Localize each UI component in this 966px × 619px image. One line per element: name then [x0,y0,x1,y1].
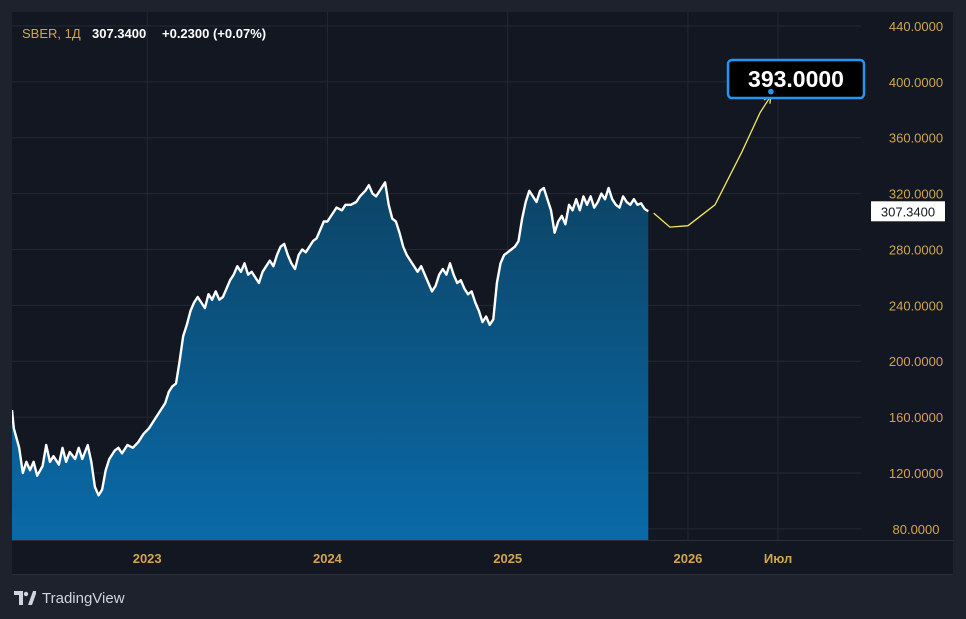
header-symbol[interactable]: SBER, 1Д [22,26,81,41]
time-axis[interactable] [12,540,953,574]
brand[interactable]: TradingView [14,588,125,608]
x-tick-labels: 2023 2024 2025 2026 Июл [133,551,793,566]
target-callout-box [726,58,866,100]
x-tick-label: 2024 [313,551,343,566]
price-area [12,182,649,540]
x-tick-label: 2025 [493,551,522,566]
y-tick-label: 120.0000 [889,466,943,481]
last-price-marker: 307.3400 [871,201,945,222]
x-tick-label: 2023 [133,551,162,566]
y-tick-label: 400.0000 [889,75,943,90]
price-axis[interactable] [861,12,953,540]
target-callout[interactable]: 393.0000 [726,58,866,100]
x-tick-label: 2026 [673,551,702,566]
forecast-curve[interactable] [653,95,772,228]
y-tick-label: 240.0000 [889,298,943,313]
price-line[interactable] [12,181,649,497]
target-price-label: 393.0000 [748,66,844,92]
y-tick-label: 280.0000 [889,242,943,257]
y-tick-labels: 80.0000 120.0000 160.0000 200.0000 240.0000 2… [889,19,943,537]
header-change: +0.2300 (+0.07%) [162,26,266,41]
area-layer [12,182,649,540]
y-tick-label: 160.0000 [889,410,943,425]
tradingview-logo-icon [14,591,36,605]
y-tick-label: 200.0000 [889,354,943,369]
last-price-label: 307.3400 [881,204,935,219]
brand-name: TradingView [42,589,125,607]
y-tick-label: 80.0000 [893,522,940,537]
y-tick-label: 440.0000 [889,19,943,34]
y-tick-label: 320.0000 [889,187,943,202]
target-point [768,88,774,95]
header-price: 307.3400 [92,26,146,41]
y-tick-label: 360.0000 [889,131,943,146]
x-tick-label: Июл [764,551,792,566]
